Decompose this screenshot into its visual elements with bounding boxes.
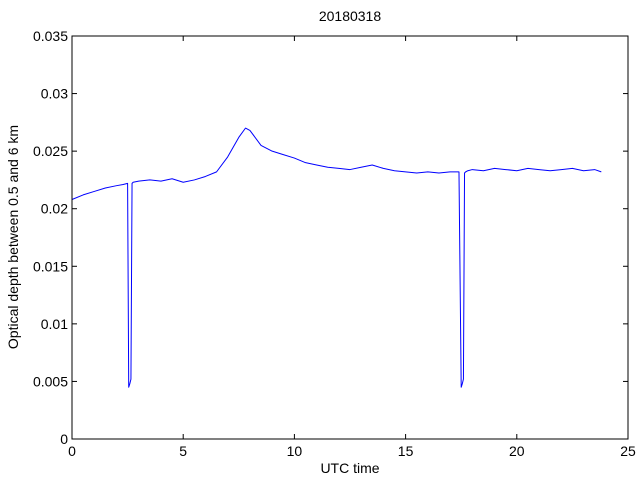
x-tick-label: 20 <box>509 443 525 459</box>
series-layer <box>71 127 602 388</box>
y-tick-label: 0.015 <box>33 258 68 274</box>
plot-area-background <box>72 36 628 439</box>
x-tick-label: 15 <box>398 443 414 459</box>
y-tick-label: 0.025 <box>33 143 68 159</box>
x-tick-label: 0 <box>68 443 76 459</box>
y-tick-label: 0.02 <box>41 201 68 217</box>
y-axis-title: Optical depth between 0.5 and 6 km <box>5 125 21 349</box>
y-tick-label: 0.03 <box>41 86 68 102</box>
plot-area-frame <box>71 35 629 440</box>
series-line-0 <box>71 127 602 388</box>
y-tick-label: 0.01 <box>41 316 68 332</box>
y-tick-label: 0 <box>60 431 68 447</box>
x-axis-title: UTC time <box>320 460 379 476</box>
tick-layer: 0 5 10 15 20 25 0 0.005 0.01 0.015 0.02 0.025 0.03 0.… <box>33 28 636 459</box>
y-tick-label: 0.005 <box>33 373 68 389</box>
y-tick-label: 0.035 <box>33 28 68 44</box>
chart-title: 20180318 <box>319 8 382 24</box>
x-tick-label: 10 <box>287 443 303 459</box>
x-tick-label: 25 <box>620 443 636 459</box>
x-tick-label: 5 <box>179 443 187 459</box>
